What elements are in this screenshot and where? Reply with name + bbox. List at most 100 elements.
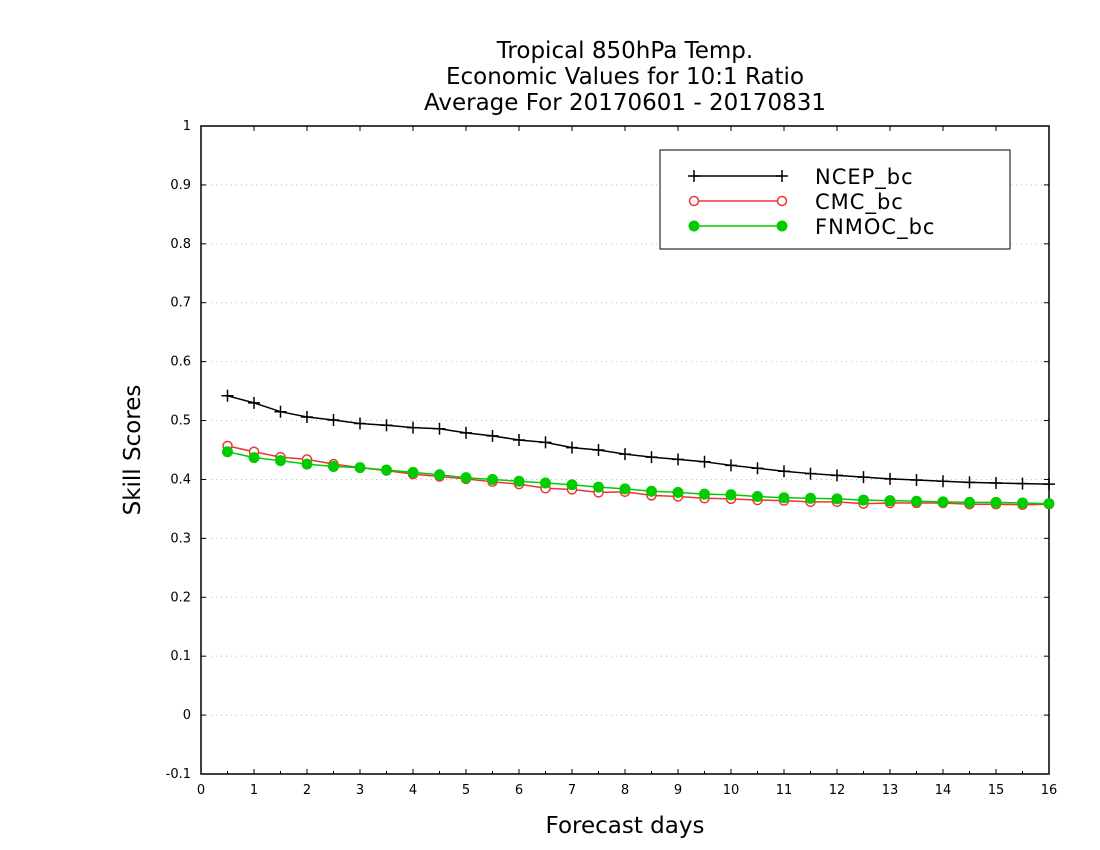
- y-tick-label-7: 0.6: [170, 355, 191, 370]
- x-tick-label-6: 6: [515, 783, 523, 798]
- data-point-ncep-bc: [486, 429, 499, 442]
- data-point-ncep-bc: [937, 475, 949, 488]
- data-point-ncep-bc: [751, 462, 764, 475]
- legend-label-cmc-bc: CMC_bc: [815, 190, 904, 215]
- data-point-ncep-bc: [592, 444, 605, 456]
- series-line-ncep-bc: [227, 395, 1050, 485]
- data-point-fnmoc-bc: [407, 466, 419, 478]
- data-point-ncep-bc: [672, 453, 684, 466]
- x-tick-label-15: 15: [988, 783, 1005, 798]
- data-point-ncep-bc: [327, 413, 340, 426]
- data-point-fnmoc-bc: [566, 479, 578, 491]
- data-point-fnmoc-bc: [937, 496, 949, 508]
- data-point-fnmoc-bc: [434, 469, 445, 481]
- data-point-fnmoc-bc: [752, 491, 763, 503]
- data-point-ncep-bc: [910, 474, 923, 487]
- data-point-fnmoc-bc: [1043, 498, 1055, 510]
- data-point-fnmoc-bc: [381, 464, 392, 476]
- data-point-ncep-bc: [778, 465, 790, 478]
- legend-marker-fnmoc-bc: [688, 220, 700, 232]
- y-tick-label-5: 0.4: [170, 472, 191, 487]
- data-point-ncep-bc: [619, 448, 631, 461]
- data-point-ncep-bc: [248, 396, 260, 409]
- y-tick-label-8: 0.7: [170, 296, 191, 311]
- x-tick-label-11: 11: [776, 783, 793, 798]
- data-point-fnmoc-bc: [831, 493, 843, 505]
- series-cmc-bc: [222, 440, 1055, 511]
- x-tick-label-1: 1: [250, 783, 258, 798]
- data-point-ncep-bc: [1016, 477, 1029, 490]
- data-point-fnmoc-bc: [672, 486, 684, 498]
- data-point-fnmoc-bc: [460, 472, 472, 484]
- legend-box: [659, 149, 1011, 250]
- data-point-fnmoc-bc: [248, 452, 260, 464]
- y-tick-label-2: 0.1: [170, 649, 191, 664]
- data-point-ncep-bc: [698, 455, 711, 468]
- title-line-1: Tropical 850hPa Temp.: [496, 38, 753, 64]
- data-point-ncep-bc: [963, 476, 976, 489]
- chart-title: Tropical 850hPa Temp. Economic Values fo…: [424, 38, 826, 116]
- series-group: [221, 389, 1055, 511]
- data-point-ncep-bc: [804, 467, 817, 480]
- y-tick-label-6: 0.5: [170, 414, 191, 429]
- data-point-fnmoc-bc: [513, 475, 525, 487]
- data-point-ncep-bc: [380, 419, 393, 432]
- x-tick-label-16: 16: [1041, 783, 1058, 798]
- data-point-fnmoc-bc: [354, 462, 366, 474]
- data-point-ncep-bc: [884, 472, 896, 485]
- data-point-ncep-bc: [645, 451, 658, 464]
- series-line-cmc-bc: [227, 445, 1050, 506]
- y-axis: -0.1 0 0.1 0.2 0.3 0.4 0.5 0.6 0.7 0.8 0.9 1: [166, 119, 1049, 782]
- series-line-fnmoc-bc: [227, 451, 1050, 505]
- x-tick-label-7: 7: [568, 783, 576, 798]
- data-point-ncep-bc: [990, 476, 1002, 489]
- data-point-ncep-bc: [221, 389, 234, 402]
- title-line-3: Average For 20170601 - 20170831: [424, 90, 826, 116]
- legend-marker-cmc-bc: [776, 195, 788, 207]
- data-point-ncep-bc: [1043, 478, 1055, 491]
- series-ncep-bc: [221, 389, 1055, 491]
- x-axis-label: Forecast days: [546, 813, 705, 839]
- x-tick-label-4: 4: [409, 783, 417, 798]
- data-point-ncep-bc: [301, 411, 313, 424]
- x-tick-label-10: 10: [723, 783, 740, 798]
- data-point-ncep-bc: [354, 417, 366, 430]
- data-point-ncep-bc: [566, 441, 578, 454]
- data-point-fnmoc-bc: [540, 477, 551, 489]
- data-point-ncep-bc: [460, 426, 472, 439]
- x-axis: 0 1 2 3 4 5 6 7 8 9 10 11 12 13 14 15 16: [197, 126, 1057, 798]
- x-tick-label-8: 8: [621, 783, 629, 798]
- y-axis-label: Skill Scores: [120, 385, 146, 516]
- data-point-fnmoc-bc: [911, 495, 922, 507]
- data-point-fnmoc-bc: [884, 495, 896, 507]
- y-tick-label-3: 0.2: [170, 590, 191, 605]
- data-point-fnmoc-bc: [805, 492, 816, 504]
- y-tick-label-9: 0.8: [170, 237, 191, 252]
- data-point-fnmoc-bc: [858, 494, 869, 506]
- data-point-ncep-bc: [857, 471, 870, 484]
- y-tick-label-4: 0.3: [170, 531, 191, 546]
- data-point-fnmoc-bc: [699, 488, 710, 500]
- data-point-ncep-bc: [513, 433, 525, 446]
- data-point-ncep-bc: [725, 459, 737, 472]
- data-point-fnmoc-bc: [990, 496, 1002, 508]
- x-tick-label-0: 0: [197, 783, 205, 798]
- data-point-fnmoc-bc: [1017, 497, 1028, 509]
- data-point-ncep-bc: [433, 422, 446, 435]
- data-point-ncep-bc: [274, 405, 287, 418]
- x-tick-label-5: 5: [462, 783, 470, 798]
- x-tick-label-14: 14: [935, 783, 952, 798]
- legend-label-fnmoc-bc: FNMOC_bc: [815, 215, 935, 240]
- data-point-fnmoc-bc: [646, 485, 657, 497]
- data-point-ncep-bc: [831, 469, 843, 482]
- x-tick-label-3: 3: [356, 783, 364, 798]
- data-point-fnmoc-bc: [725, 489, 737, 501]
- data-point-fnmoc-bc: [593, 481, 604, 493]
- data-point-fnmoc-bc: [275, 455, 286, 467]
- data-point-fnmoc-bc: [619, 483, 631, 495]
- data-point-fnmoc-bc: [964, 496, 975, 508]
- data-point-fnmoc-bc: [328, 460, 339, 472]
- data-point-fnmoc-bc: [487, 473, 498, 485]
